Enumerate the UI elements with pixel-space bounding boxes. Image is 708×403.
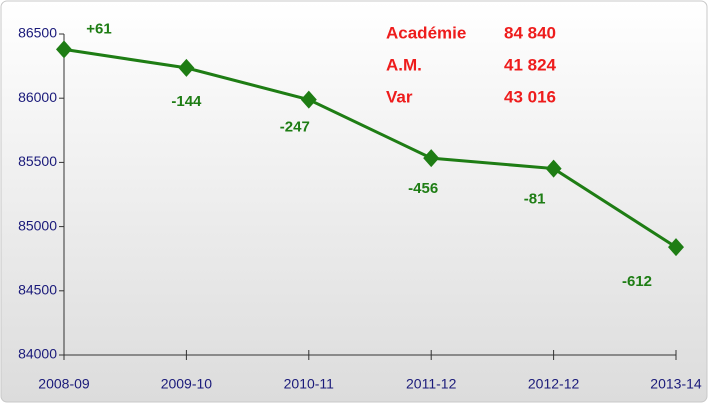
y-tick-label: 86000 — [18, 89, 57, 105]
annotation: -612 — [622, 273, 652, 290]
info-value: 84 840 — [504, 23, 556, 42]
info-value: 43 016 — [504, 87, 556, 106]
x-tick-label: 2011-12 — [406, 376, 457, 392]
marker — [545, 159, 562, 178]
x-tick-label: 2013-14 — [650, 376, 702, 392]
marker — [668, 238, 684, 257]
info-value: 41 824 — [504, 55, 557, 74]
info-label: A.M. — [386, 55, 422, 74]
annotation: -144 — [171, 93, 202, 110]
x-tick-label: 2010-11 — [284, 376, 335, 392]
y-tick-label: 85000 — [18, 217, 57, 233]
series-line — [63, 47, 677, 249]
info-label: Var — [386, 87, 413, 106]
y-tick-label: 84500 — [18, 282, 57, 298]
annotation: -247 — [280, 119, 310, 136]
marker — [56, 40, 72, 59]
y-tick-label: 84000 — [18, 346, 57, 362]
x-tick-label: 2008-09 — [38, 376, 90, 392]
marker — [300, 90, 317, 109]
y-tick-label: 85500 — [18, 153, 57, 169]
annotation: +61 — [86, 20, 111, 37]
annotation: -456 — [408, 180, 438, 197]
y-tick-label: 86500 — [18, 25, 57, 41]
x-tick-label: 2012-12 — [528, 376, 580, 392]
marker — [423, 149, 440, 168]
info-label: Académie — [386, 23, 466, 42]
marker — [178, 58, 195, 77]
x-tick-label: 2009-10 — [161, 376, 213, 392]
annotation: -81 — [524, 191, 546, 208]
